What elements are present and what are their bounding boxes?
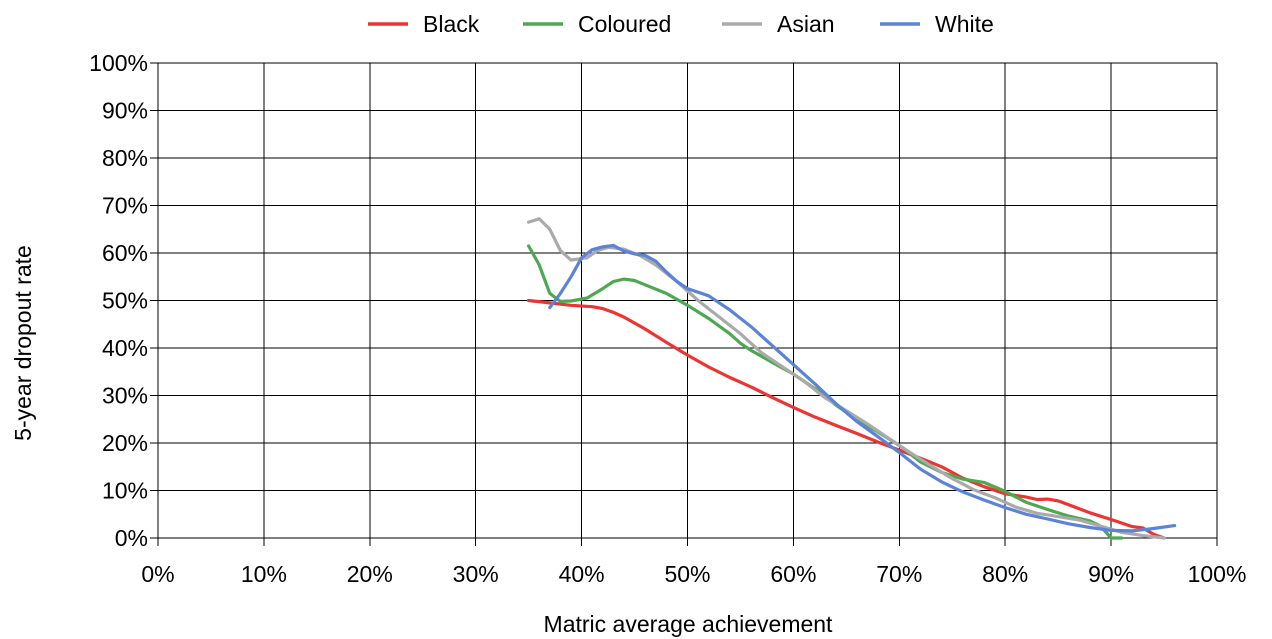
legend-item-black: Black (368, 11, 480, 37)
y-axis-title: 5-year dropout rate (10, 245, 36, 441)
x-tick-label: 50% (664, 561, 710, 587)
y-axis-tick-labels: 0% 10% 20% 30% 40% 50% 60% 70% 80% 90% 100% (89, 50, 148, 551)
legend-label: Black (423, 11, 480, 37)
plot-grid (150, 62, 1218, 546)
y-tick-label: 60% (102, 240, 148, 266)
x-tick-label: 90% (1088, 561, 1134, 587)
x-tick-label: 10% (241, 561, 287, 587)
x-axis-title: Matric average achievement (544, 611, 834, 637)
x-tick-label: 60% (770, 561, 816, 587)
series-layer (527, 217, 1177, 540)
y-tick-label: 30% (102, 383, 148, 409)
y-tick-label: 80% (102, 145, 148, 171)
x-tick-label: 30% (453, 561, 499, 587)
y-tick-label: 90% (102, 98, 148, 124)
y-tick-label: 10% (102, 478, 148, 504)
y-tick-label: 0% (115, 525, 148, 551)
y-tick-label: 100% (89, 50, 148, 76)
legend-item-asian: Asian (722, 11, 835, 37)
series-line-asian (527, 217, 1166, 540)
legend-label: Coloured (578, 11, 671, 37)
y-tick-label: 20% (102, 430, 148, 456)
legend-item-white: White (880, 11, 994, 37)
y-tick-label: 50% (102, 288, 148, 314)
y-tick-label: 40% (102, 335, 148, 361)
x-axis-tick-labels: 0% 10% 20% 30% 40% 50% 60% 70% 80% 90% 100% (141, 561, 1246, 587)
x-tick-label: 40% (559, 561, 605, 587)
legend-item-coloured: Coloured (523, 11, 671, 37)
y-tick-label: 70% (102, 193, 148, 219)
x-tick-label: 100% (1188, 561, 1247, 587)
legend-label: White (935, 11, 994, 37)
legend-label: Asian (777, 11, 835, 37)
series-line-white (548, 243, 1177, 533)
legend: Black Coloured Asian White (368, 11, 994, 37)
series-line-black (527, 298, 1166, 540)
x-tick-label: 20% (347, 561, 393, 587)
x-tick-label: 0% (141, 561, 174, 587)
x-tick-label: 80% (982, 561, 1028, 587)
x-tick-label: 70% (876, 561, 922, 587)
